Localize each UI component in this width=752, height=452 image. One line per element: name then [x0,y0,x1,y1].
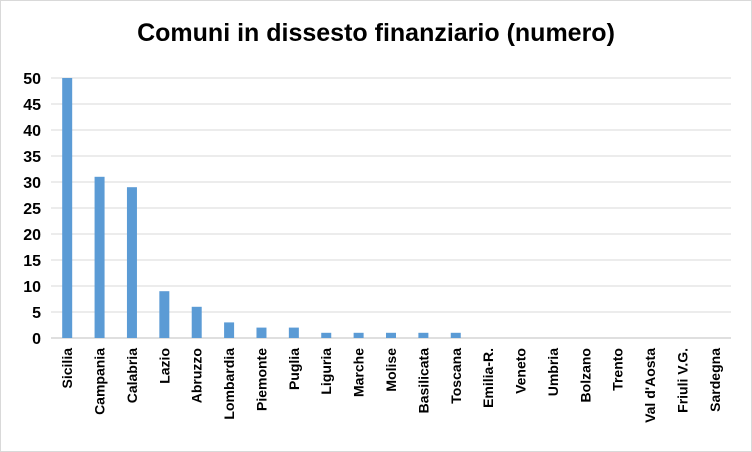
y-tick-label: 5 [32,305,41,322]
x-tick-label: Liguria [318,348,334,395]
bar [224,322,235,338]
bar [159,291,170,338]
bar [450,332,461,338]
y-tick-label: 0 [32,331,41,348]
y-tick-label: 30 [23,175,41,192]
bar [418,332,429,338]
x-tick-label: Sicilia [59,348,75,389]
bar [94,176,105,338]
x-tick-label: Sardegna [707,348,723,412]
y-tick-label: 20 [23,227,41,244]
x-tick-label: Calabria [124,348,140,403]
x-tick-label: Basilicata [415,348,431,414]
x-tick-label: Lombardia [221,348,237,420]
bar [288,327,299,338]
x-tick-label: Piemonte [253,348,269,411]
x-tick-label: Campania [92,348,108,415]
x-tick-label: Val d'Aosta [642,348,658,423]
x-tick-label: Molise [383,348,399,392]
bar [126,187,137,338]
x-tick-label: Abruzzo [189,348,205,403]
x-tick-label: Toscana [448,348,464,404]
y-tick-label: 50 [23,71,41,88]
bar [321,332,332,338]
bar [191,306,202,338]
x-tick-label: Marche [351,348,367,397]
bar [386,332,396,338]
y-tick-label: 35 [23,149,41,166]
x-tick-label: Umbria [545,348,561,396]
x-tick-label: Trento [610,348,626,391]
x-tick-label: Bolzano [577,348,593,402]
bar [62,78,73,338]
x-tick-label: Friuli V.G. [674,348,690,413]
x-tick-label: Veneto [513,348,529,394]
x-tick-label: Lazio [156,348,172,384]
chart-title: Comuni in dissesto finanziario (numero) [137,19,615,47]
y-tick-label: 10 [23,279,41,296]
y-tick-label: 40 [23,123,41,140]
bar [256,327,267,338]
x-tick-label: Puglia [286,348,302,390]
x-tick-label: Emilia-R. [480,348,496,408]
y-tick-label: 45 [23,97,41,114]
y-tick-label: 25 [23,201,41,218]
y-tick-label: 15 [23,253,41,270]
bar [353,332,364,338]
